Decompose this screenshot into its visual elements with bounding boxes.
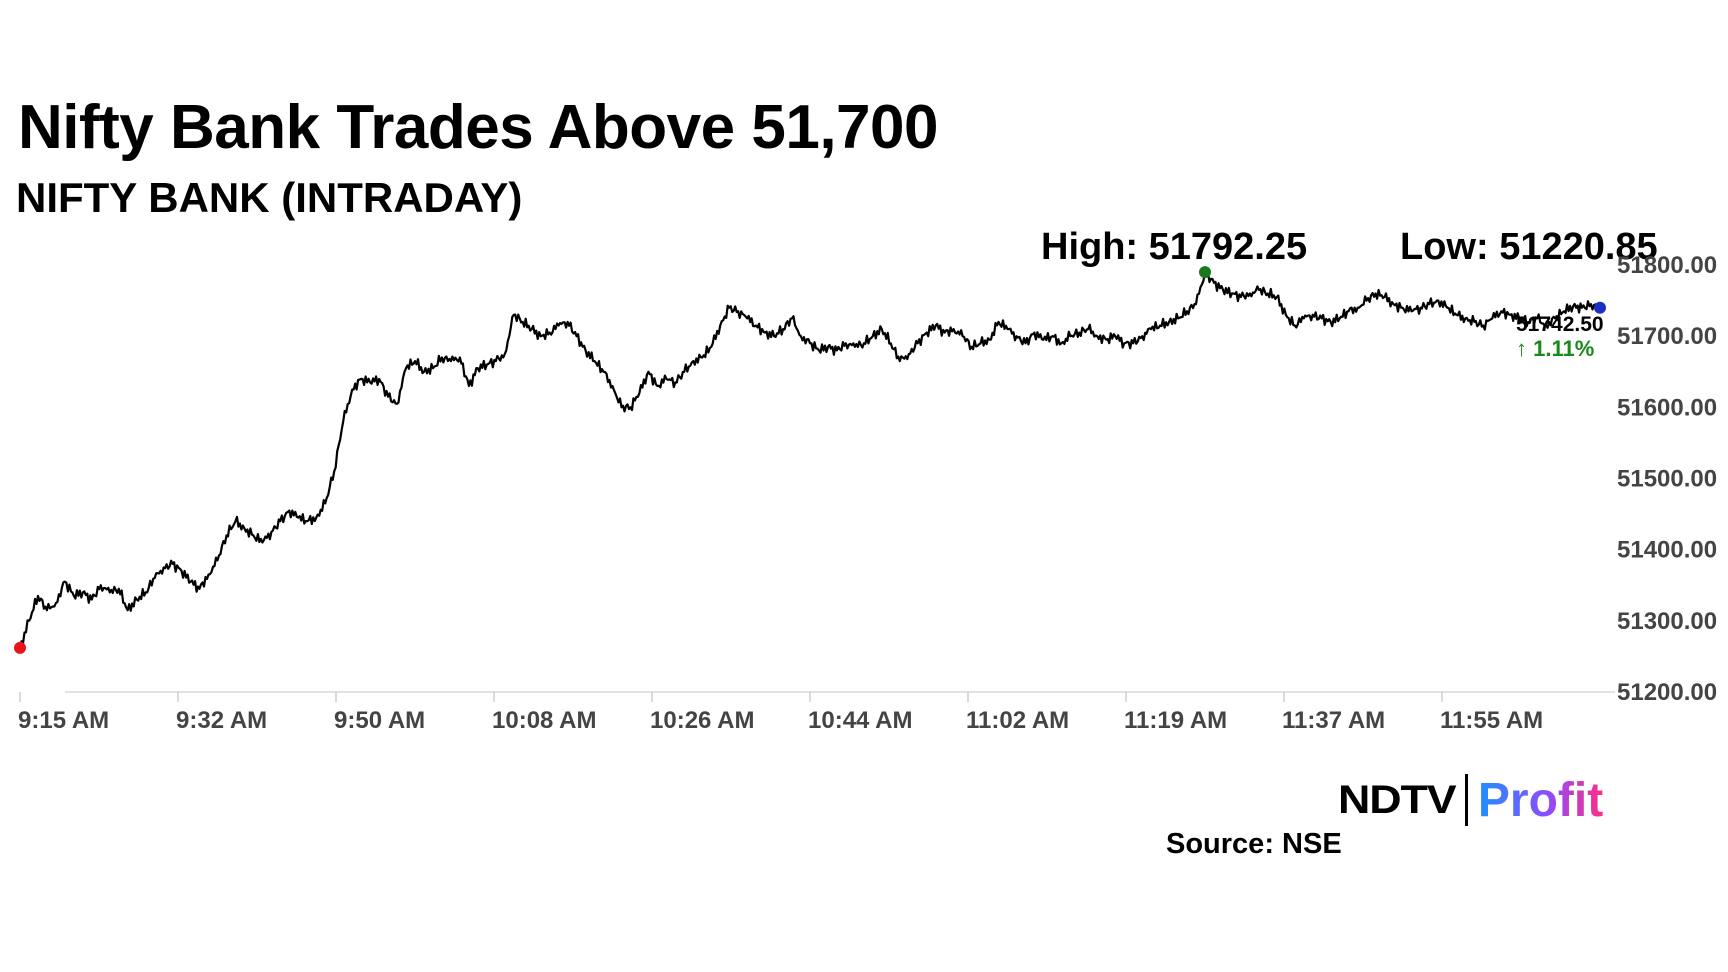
price-line — [18, 271, 1601, 649]
low-label: Low: 51220.85 — [1400, 226, 1658, 268]
x-tick-label: 10:26 AM — [650, 707, 754, 734]
ndtv-profit-logo: NDTV Profit — [1338, 770, 1603, 830]
logo-divider — [1464, 774, 1468, 826]
open-point-marker — [14, 641, 26, 654]
chart-title: Nifty Bank Trades Above 51,700 — [18, 93, 939, 162]
day-high-marker — [1199, 266, 1211, 279]
y-tick-label: 51300.00 — [1617, 608, 1717, 635]
y-tick-label: 51700.00 — [1617, 323, 1717, 350]
y-tick-label: 51200.00 — [1617, 679, 1717, 706]
change-percent-label: ↑ 1.11% — [1516, 336, 1594, 361]
x-tick-label: 11:02 AM — [966, 707, 1069, 734]
y-tick-label: 51800.00 — [1617, 252, 1717, 279]
y-tick-label: 51400.00 — [1617, 537, 1717, 564]
x-tick-label: 9:32 AM — [176, 707, 267, 734]
x-tick-label: 11:55 AM — [1440, 707, 1543, 734]
x-tick-label: 10:44 AM — [808, 707, 912, 734]
x-tick-label: 9:50 AM — [334, 707, 425, 734]
x-tick-label: 11:19 AM — [1124, 707, 1227, 734]
logo-ndtv-text: NDTV — [1338, 777, 1457, 822]
source-note: Source: NSE — [1166, 828, 1342, 860]
high-label: High: 51792.25 — [1041, 226, 1308, 268]
last-price-marker — [1594, 301, 1606, 314]
y-tick-label: 51500.00 — [1617, 466, 1717, 493]
chart-subtitle: NIFTY BANK (INTRADAY) — [16, 174, 523, 221]
last-price-label: 51742.50 — [1516, 313, 1604, 336]
logo-profit-text: Profit — [1477, 773, 1604, 827]
y-tick-label: 51600.00 — [1617, 394, 1717, 421]
x-tick-label: 9:15 AM — [18, 707, 109, 734]
x-tick-label: 11:37 AM — [1282, 707, 1385, 734]
x-tick-label: 10:08 AM — [492, 707, 596, 734]
